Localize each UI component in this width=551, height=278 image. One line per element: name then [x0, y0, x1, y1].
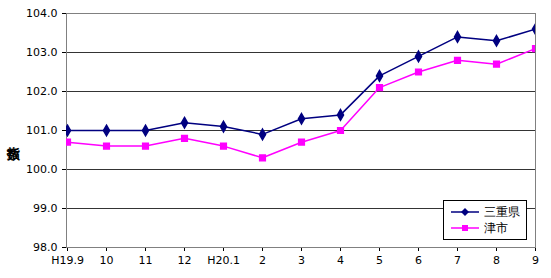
svg-text:3: 3 [298, 254, 305, 267]
svg-text:104.0: 104.0 [26, 7, 58, 20]
svg-text:100.0: 100.0 [26, 163, 58, 176]
svg-text:10: 10 [100, 254, 114, 267]
html-text:津市: 津市 [484, 221, 508, 235]
svg-text:8: 8 [493, 254, 500, 267]
svg-text:103.0: 103.0 [26, 46, 58, 59]
svg-text:7: 7 [454, 254, 461, 267]
html-text:三重県: 三重県 [484, 205, 520, 219]
svg-text:99.0: 99.0 [33, 202, 58, 215]
svg-text:98.0: 98.0 [33, 241, 58, 254]
svg-text:2: 2 [259, 254, 266, 267]
svg-text:H20.1: H20.1 [207, 254, 240, 267]
svg-text:102.0: 102.0 [26, 85, 58, 98]
svg-text:11: 11 [139, 254, 153, 267]
svg-text:6: 6 [415, 254, 422, 267]
svg-text:H19.9: H19.9 [51, 254, 84, 267]
svg-text:12: 12 [178, 254, 192, 267]
svg-text:101.0: 101.0 [26, 124, 58, 137]
svg-text:9: 9 [532, 254, 539, 267]
svg-text:5: 5 [376, 254, 383, 267]
html-text:指数: 指数 [6, 136, 21, 140]
svg-text:4: 4 [337, 254, 344, 267]
